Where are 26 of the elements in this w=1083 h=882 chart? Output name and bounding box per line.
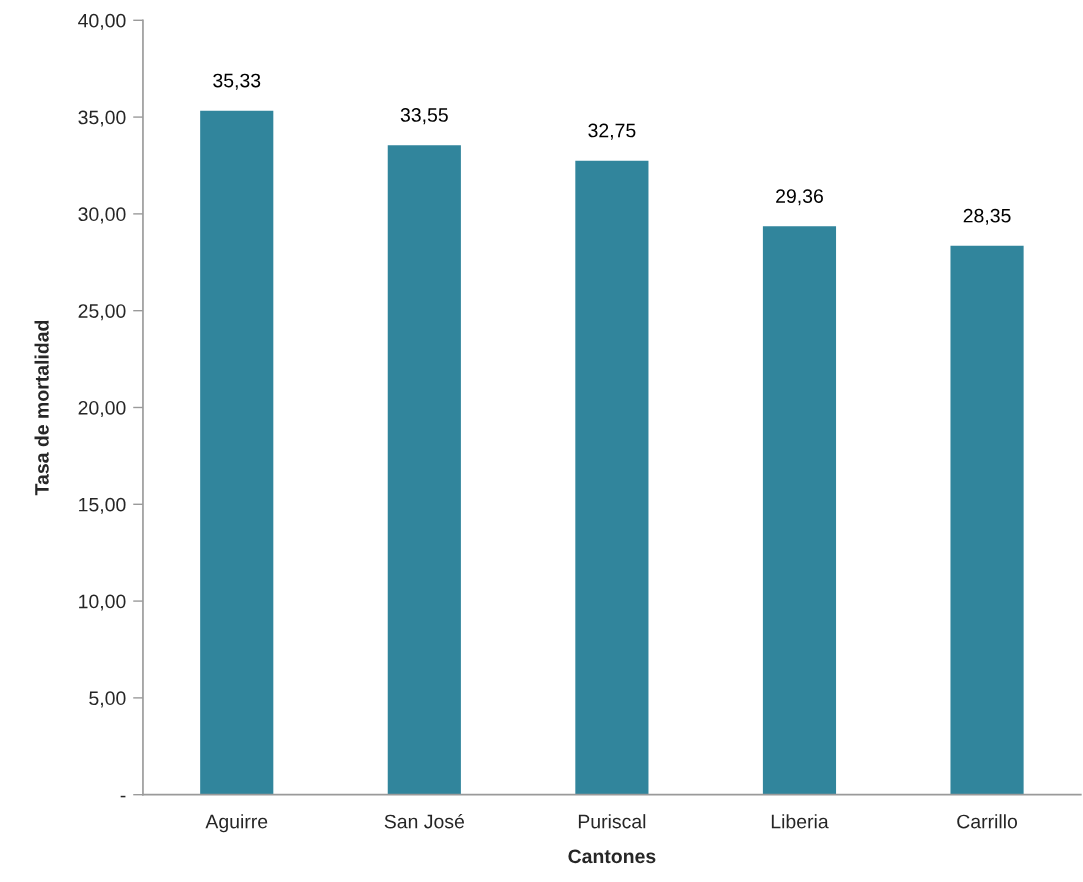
x-tick-label: Carrillo [957,814,1018,829]
data-label: 28,35 [963,208,1011,225]
x-tick-label: Aguirre [205,814,268,833]
y-tick-label: 40,00 [78,13,126,30]
y-axis-title: Tasa de mortalidad [34,320,49,496]
data-label: 29,36 [776,189,823,206]
y-tick-label: 35,00 [78,110,126,127]
y-tick-label: 15,00 [79,497,126,514]
x-tick-label: San José [384,813,464,829]
x-axis-title: Cantones [568,849,656,864]
bar [575,160,649,795]
bar [387,145,461,795]
data-label: 33,55 [400,108,448,125]
y-tick-label: 20,00 [78,400,126,418]
y-tick-label: 30,00 [78,207,126,224]
x-tick-label: Liberia [771,814,829,829]
y-tick-label: - [120,795,126,798]
bar [762,226,837,795]
y-tick-label: 25,00 [78,304,126,321]
data-label: 35,33 [213,73,261,90]
data-label: 32,75 [588,123,636,140]
y-tick-label: 10,00 [79,594,126,611]
bar [950,245,1024,795]
y-tick-label: 5,00 [89,691,126,708]
bar [200,110,274,795]
x-tick-label: Puriscal [578,814,646,829]
